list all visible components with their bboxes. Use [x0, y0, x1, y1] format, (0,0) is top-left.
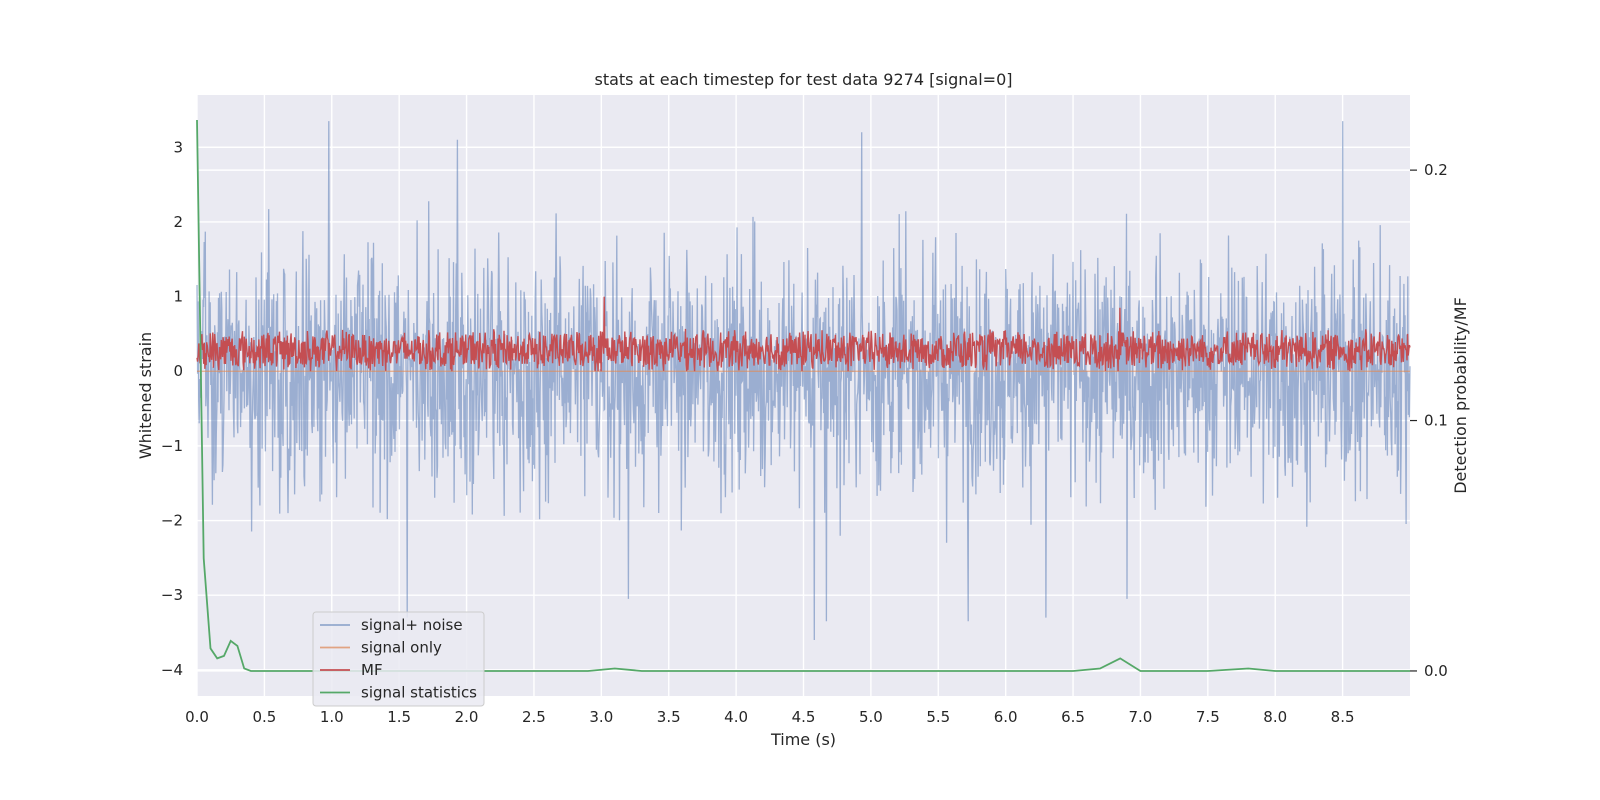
- legend-label: signal statistics: [361, 684, 477, 702]
- x-tick-label: 8.5: [1331, 708, 1355, 726]
- y-tick-label: −1: [161, 437, 183, 455]
- legend-box: [312, 611, 485, 707]
- x-tick-label: 0.5: [252, 708, 276, 726]
- x-tick-label: 7.5: [1196, 708, 1220, 726]
- x-tick-label: 3.0: [589, 708, 613, 726]
- x-tick-label: 6.5: [1061, 708, 1085, 726]
- x-axis-label: Time (s): [770, 730, 836, 749]
- x-tick-label: 1.5: [387, 708, 411, 726]
- x-tick-label: 7.0: [1129, 708, 1153, 726]
- series-mf-line: [196, 296, 1411, 372]
- y2-tick-label: 0.1: [1424, 412, 1448, 430]
- legend-label: MF: [361, 661, 383, 679]
- y-tick-label: 2: [173, 213, 183, 231]
- x-tick-label: 2.0: [455, 708, 479, 726]
- y2-axis-label: Detection probability/MF: [1451, 297, 1470, 494]
- chart-title: stats at each timestep for test data 927…: [594, 70, 1012, 89]
- legend-label: signal only: [361, 639, 442, 657]
- series-signal-statistics-line: [196, 119, 1410, 672]
- x-tick-label: 1.0: [320, 708, 344, 726]
- x-tick-label: 4.5: [792, 708, 816, 726]
- x-tick-label: 5.0: [859, 708, 883, 726]
- legend-label: signal+ noise: [361, 616, 463, 634]
- y-tick-label: 3: [173, 138, 183, 156]
- x-tick-label: 6.0: [994, 708, 1018, 726]
- legend: signal+ noise signal only MF signal statist…: [312, 611, 485, 707]
- x-tick-label: 3.5: [657, 708, 681, 726]
- y-tick-label: −3: [161, 586, 183, 604]
- x-tick-label: 4.0: [724, 708, 748, 726]
- y2-tick-label: 0.0: [1424, 662, 1448, 680]
- y2-tick-label: 0.2: [1424, 161, 1448, 179]
- x-tick-label: 8.0: [1263, 708, 1287, 726]
- y-tick-label: 1: [173, 288, 183, 306]
- y-tick-label: −2: [161, 512, 183, 530]
- x-tick-label: 0.0: [185, 708, 209, 726]
- x-tick-label: 2.5: [522, 708, 546, 726]
- series-layer: [196, 119, 1411, 672]
- y-axis-label: Whitened strain: [136, 332, 155, 459]
- y-tick-label: −4: [161, 661, 183, 679]
- y-tick-label: 0: [173, 362, 183, 380]
- x-tick-label: 5.5: [926, 708, 950, 726]
- tick-layer: 0.0 0.5 1.0 1.5 2.0 2.5 3.0 3.5 4.0 4.5 5.0 5.5 6.0 6…: [161, 138, 1448, 726]
